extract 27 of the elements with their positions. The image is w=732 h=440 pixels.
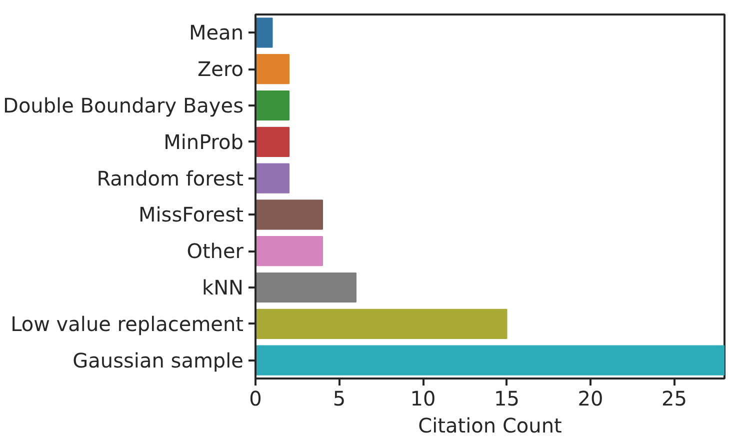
y-tick-label: Double Boundary Bayes xyxy=(3,94,244,118)
x-tick-label: 10 xyxy=(410,386,436,410)
x-tick-label: 15 xyxy=(494,386,520,410)
x-tick-label: 0 xyxy=(249,386,262,410)
bar xyxy=(256,236,323,266)
y-tick-label: kNN xyxy=(202,276,244,300)
bar xyxy=(256,345,724,376)
y-tick-label: MissForest xyxy=(138,202,244,227)
x-tick-label: 5 xyxy=(332,386,346,410)
x-axis-title: Citation Count xyxy=(418,414,562,438)
bar xyxy=(256,54,290,84)
x-tick-label: 20 xyxy=(578,386,604,410)
y-tick-label: Low value replacement xyxy=(10,312,244,336)
y-tick-label: Zero xyxy=(197,57,244,82)
y-tick-label: MinProb xyxy=(164,130,244,154)
x-tick-label: 25 xyxy=(662,386,687,410)
bar xyxy=(256,163,290,194)
y-tick-label: Other xyxy=(186,239,244,264)
y-tick-label: Gaussian sample xyxy=(72,348,244,372)
bar xyxy=(256,308,508,339)
bar xyxy=(256,90,290,121)
y-tick-label: Mean xyxy=(189,20,244,45)
bar xyxy=(256,126,290,157)
bar xyxy=(256,272,356,303)
bar xyxy=(256,18,273,48)
bar xyxy=(256,200,323,230)
y-tick-label: Random forest xyxy=(96,166,244,190)
